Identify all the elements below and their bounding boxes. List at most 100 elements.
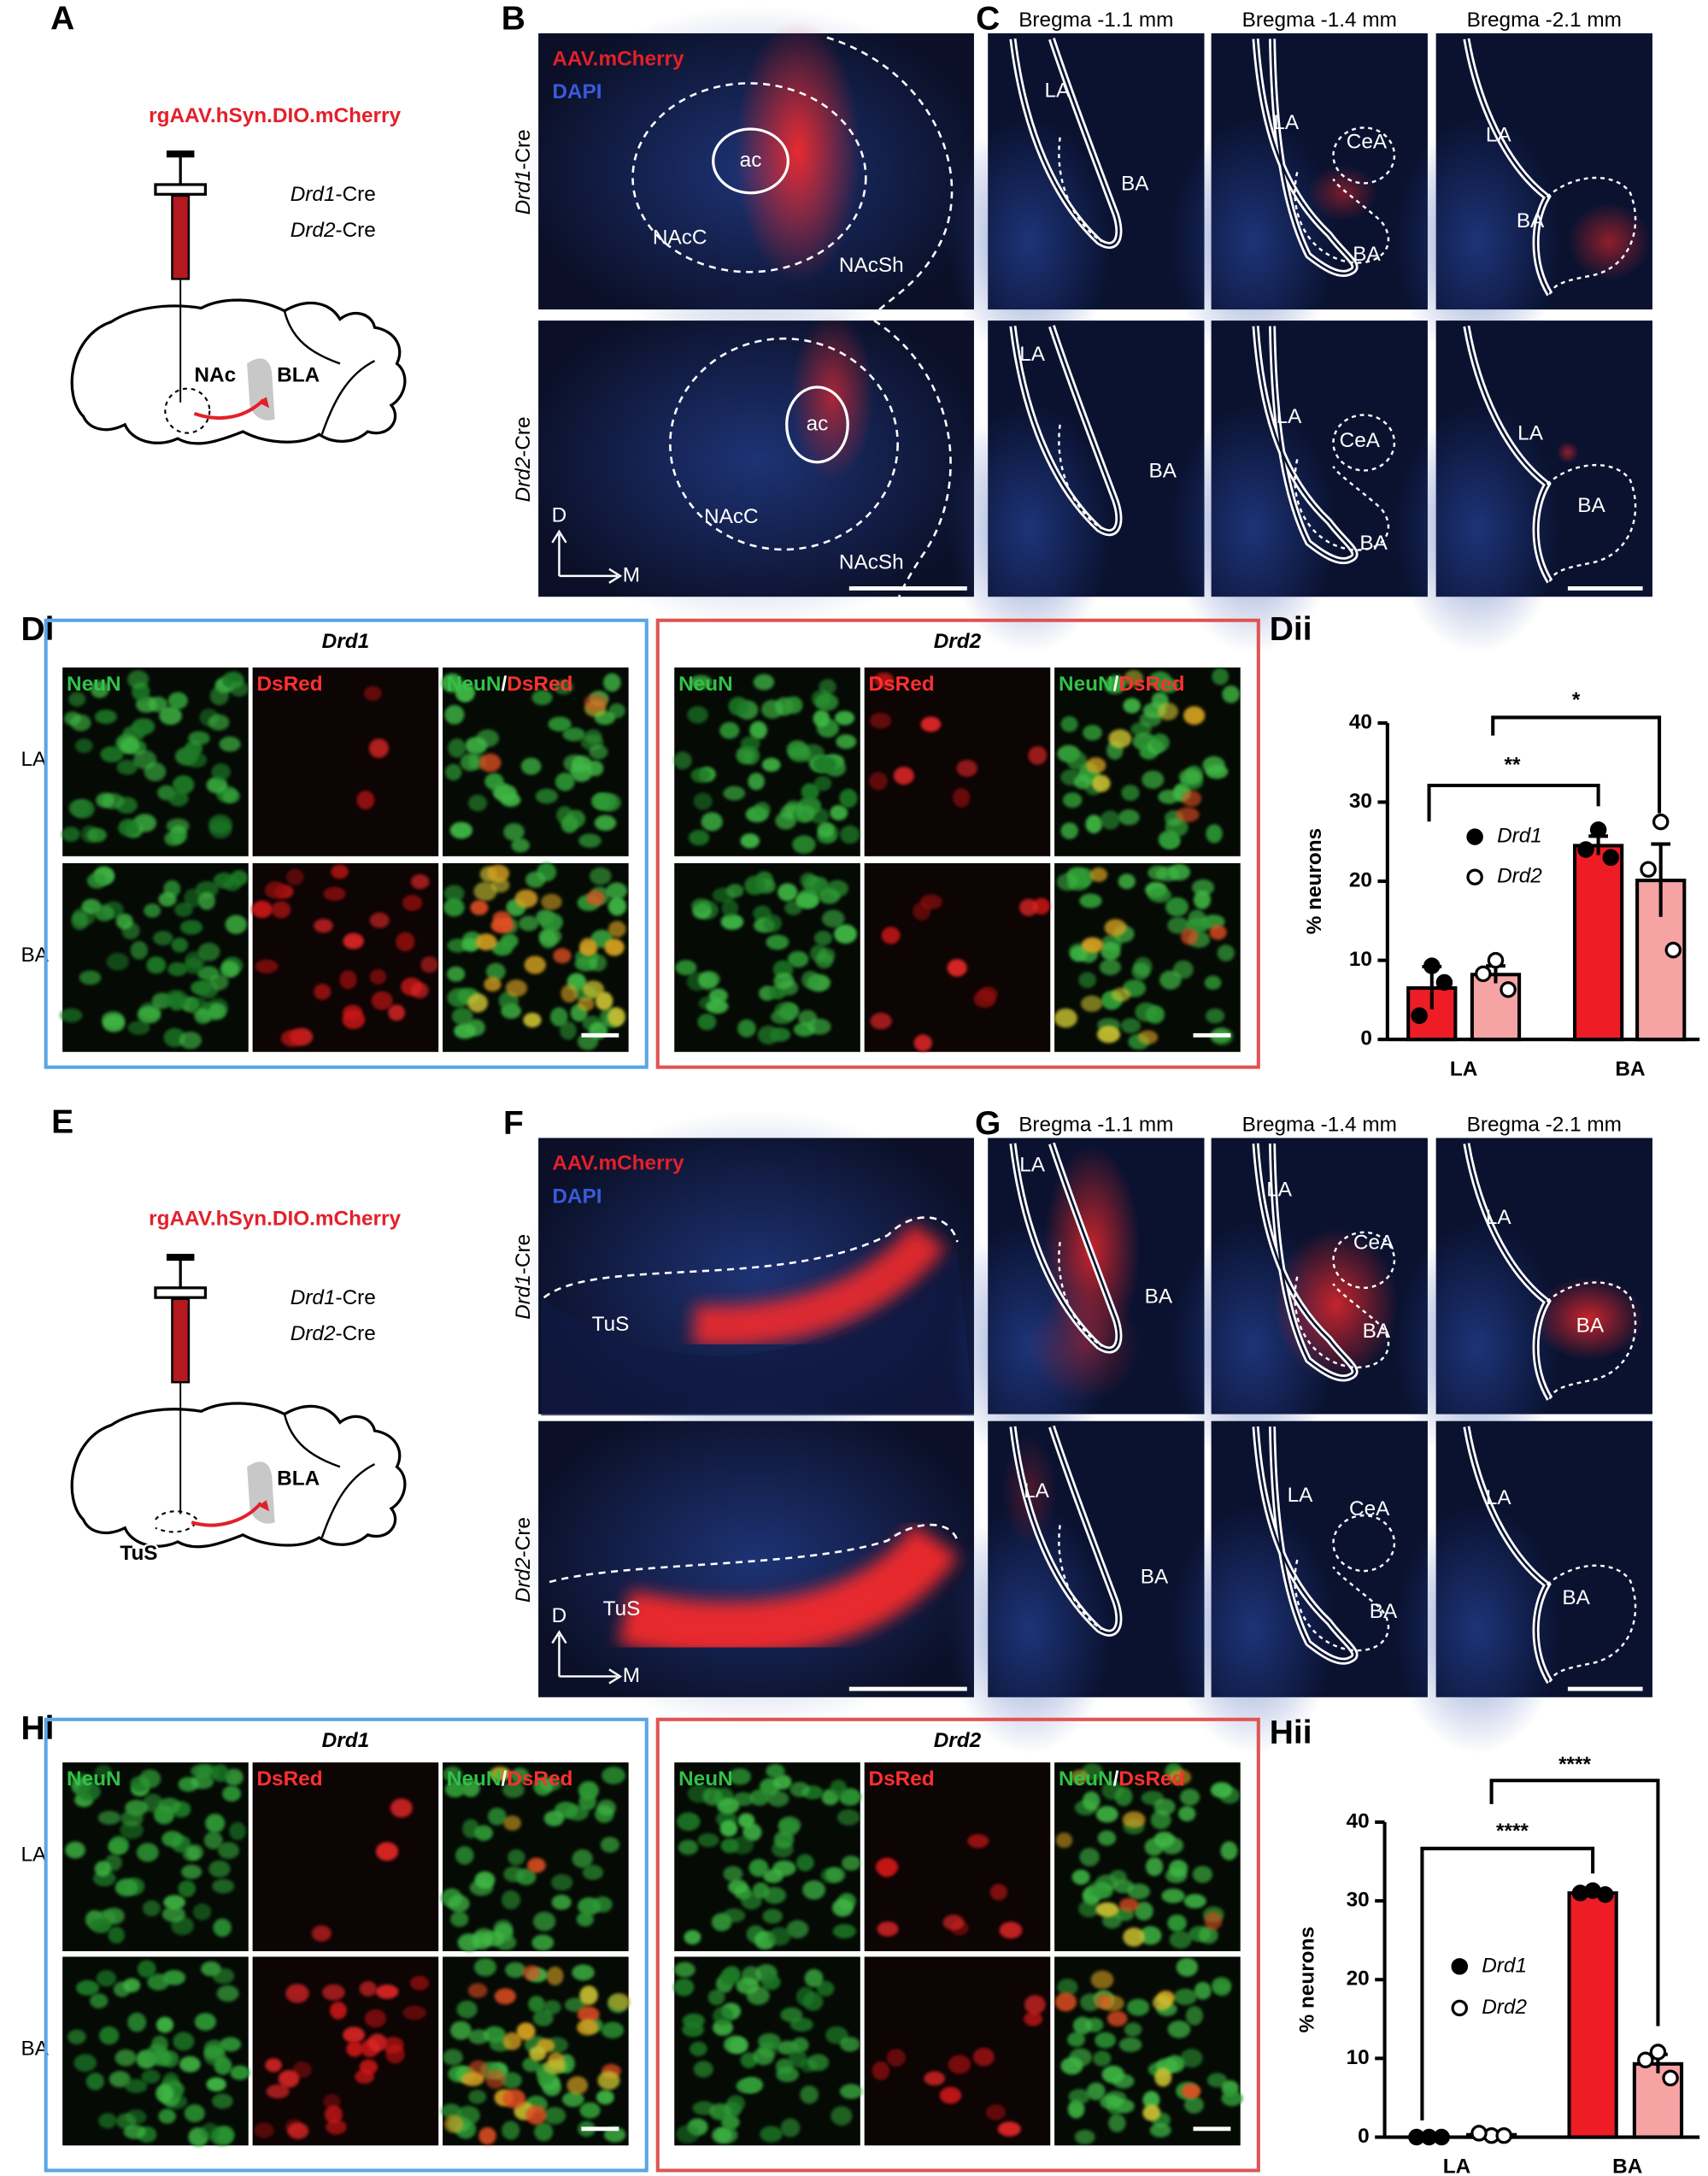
cell — [919, 894, 942, 909]
cell — [493, 784, 518, 803]
cell — [1180, 1788, 1200, 1806]
cell — [1024, 1995, 1046, 2014]
cell — [100, 746, 124, 763]
cell — [1088, 1880, 1111, 1897]
cell — [90, 1918, 112, 1933]
cell — [127, 2012, 147, 2032]
cell — [194, 1008, 212, 1025]
y-tick-label: 30 — [1349, 790, 1372, 813]
data-point — [1487, 951, 1505, 969]
cell — [451, 1007, 473, 1026]
cell — [1118, 1897, 1139, 1913]
la-outline-inner — [1465, 38, 1551, 295]
cell — [490, 917, 514, 934]
region-label: LA — [1019, 343, 1046, 366]
cell — [1067, 2032, 1086, 2047]
cell — [723, 1908, 746, 1923]
cea-outline — [1332, 1514, 1396, 1573]
cell — [502, 2032, 522, 2050]
cell — [773, 972, 795, 990]
cell — [217, 1842, 240, 1859]
cell — [206, 2077, 226, 2092]
cell — [1079, 1848, 1100, 1867]
cell — [748, 1858, 769, 1877]
cell — [502, 2120, 520, 2140]
cell — [1153, 1798, 1176, 1815]
cell — [285, 1984, 309, 2003]
cell — [1145, 1005, 1165, 1024]
cell — [468, 2090, 487, 2104]
cell — [543, 1810, 565, 1826]
cell — [1137, 1030, 1159, 1044]
cell — [539, 1777, 562, 1791]
legend-label: DAPI — [552, 1185, 602, 1209]
cell — [706, 998, 729, 1014]
cell — [813, 709, 831, 727]
cell — [577, 2006, 600, 2023]
nac-region — [164, 387, 211, 434]
cell — [159, 706, 182, 726]
cell — [123, 2125, 146, 2139]
cell — [596, 1799, 617, 1816]
cell — [369, 912, 390, 928]
cell — [607, 1993, 631, 2011]
cell — [285, 868, 304, 886]
cell — [967, 1833, 989, 1849]
ba-outline — [1546, 1281, 1637, 1400]
cell — [693, 2061, 713, 2078]
data-point — [1662, 2069, 1679, 2087]
cell — [947, 959, 967, 977]
cell — [444, 763, 462, 781]
cell — [1062, 792, 1083, 809]
tissue-edge — [541, 1249, 974, 1416]
cell — [1185, 2006, 1204, 2026]
cell — [1085, 815, 1103, 834]
cell — [713, 2006, 734, 2026]
cell — [1078, 1900, 1100, 1918]
cell — [474, 1871, 496, 1889]
cell — [999, 1921, 1023, 1939]
cell — [604, 938, 625, 956]
mcherry-signal — [618, 1523, 960, 1657]
cell — [1221, 2091, 1243, 2107]
channel-label: DsRed — [256, 673, 322, 697]
cell — [1124, 669, 1144, 687]
cell — [1101, 941, 1121, 961]
cell — [753, 2047, 775, 2066]
cell — [90, 1993, 109, 2008]
cell — [1112, 2073, 1135, 2089]
la-outline-inner — [1012, 1426, 1120, 1635]
cre-line-part: -Cre — [336, 1322, 376, 1345]
cell — [786, 1920, 809, 1938]
cell — [560, 1020, 577, 1040]
y-axis-title: % neurons — [1296, 1926, 1319, 2032]
cell — [174, 902, 193, 917]
cell — [114, 2049, 137, 2067]
cell — [804, 1968, 824, 1988]
cell — [540, 912, 563, 932]
cell — [223, 877, 242, 891]
cell — [600, 1837, 620, 1853]
cell — [1095, 1902, 1119, 1917]
cell — [1183, 706, 1206, 726]
cell — [371, 991, 393, 1010]
cell — [382, 2037, 404, 2054]
cell — [762, 1908, 783, 1924]
y-tick-label: 30 — [1347, 1889, 1370, 1912]
cell — [697, 1013, 717, 1031]
cell — [535, 788, 559, 804]
cell — [872, 2061, 890, 2080]
cell — [410, 982, 429, 999]
cre-line: Drd2-Cre — [291, 220, 376, 243]
cell — [455, 683, 475, 703]
cell — [484, 977, 502, 992]
cell — [219, 736, 241, 752]
channel-label-part: DsRed — [1118, 1768, 1184, 1791]
cell — [875, 1858, 899, 1876]
y-tick-label: 40 — [1347, 1809, 1370, 1832]
cell — [212, 1879, 235, 1894]
dapi-signal — [1169, 116, 1336, 367]
cell — [708, 988, 728, 1003]
data-point — [1589, 821, 1607, 838]
cell — [265, 2058, 283, 2073]
